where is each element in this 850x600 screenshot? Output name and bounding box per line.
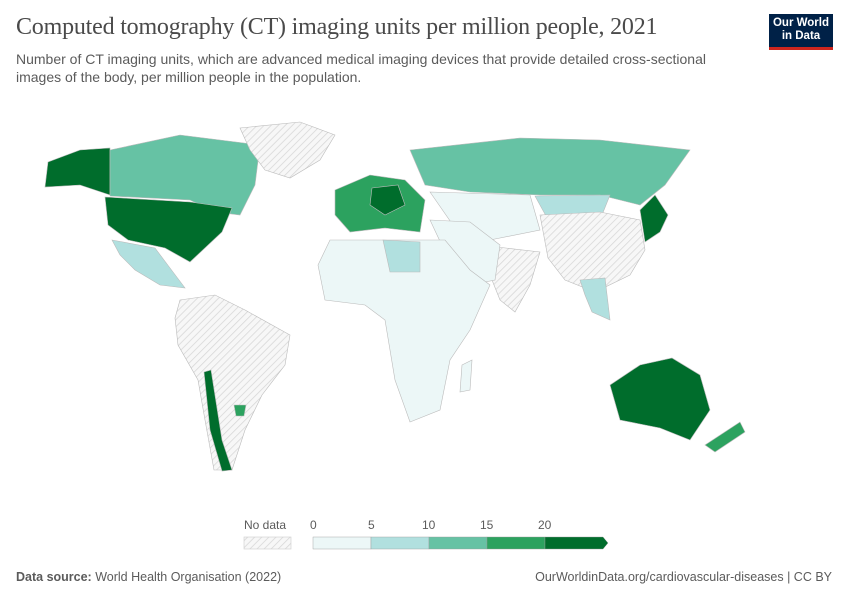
legend-no-data-swatch: [243, 536, 292, 550]
data-source: Data source: World Health Organisation (…: [16, 570, 281, 584]
data-source-value: World Health Organisation (2022): [95, 570, 282, 584]
region-china[interactable]: [539, 211, 646, 293]
region-australia[interactable]: [609, 357, 711, 441]
legend-tick: 10: [422, 518, 436, 532]
region-japan[interactable]: [639, 194, 669, 243]
region-madagascar[interactable]: [459, 359, 473, 393]
legend-tick: 0: [310, 518, 317, 532]
legend-bin-15-20[interactable]: [486, 536, 546, 550]
chart-subtitle: Number of CT imaging units, which are ad…: [16, 51, 706, 85]
region-greenland[interactable]: [239, 121, 336, 179]
data-source-label: Data source:: [16, 570, 92, 584]
legend-bin-10-15[interactable]: [428, 536, 488, 550]
region-uruguay[interactable]: [233, 404, 247, 417]
region-libya[interactable]: [382, 239, 421, 273]
legend-tick: 20: [538, 518, 552, 532]
legend-bin-20+[interactable]: [544, 536, 609, 550]
region-alaska-united-states[interactable]: [44, 147, 111, 196]
legend-bin-5-10[interactable]: [370, 536, 430, 550]
legend: [243, 536, 609, 550]
legend-tick: 15: [480, 518, 494, 532]
region-chile[interactable]: [203, 369, 233, 472]
region-united-states[interactable]: [104, 196, 233, 263]
logo-line2: in Data: [781, 30, 821, 42]
chart-title: Computed tomography (CT) imaging units p…: [16, 14, 658, 40]
source-url[interactable]: OurWorldinData.org/cardiovascular-diseas…: [535, 570, 832, 584]
legend-tick: 5: [368, 518, 375, 532]
region-southeast-asia[interactable]: [579, 277, 611, 321]
legend-bin-0-5[interactable]: [312, 536, 372, 550]
region-africa[interactable]: [317, 239, 491, 423]
world-map: [44, 121, 746, 472]
region-new-zealand[interactable]: [704, 421, 746, 453]
region-central-europe[interactable]: [369, 184, 406, 216]
logo-line1: Our World: [772, 17, 829, 29]
legend-no-data-label: No data: [244, 518, 287, 532]
region-russia[interactable]: [409, 137, 691, 206]
owid-logo[interactable]: Our World in Data: [769, 14, 833, 50]
region-south-america[interactable]: [174, 294, 291, 471]
region-mexico[interactable]: [111, 239, 186, 289]
region-canada[interactable]: [109, 134, 261, 216]
